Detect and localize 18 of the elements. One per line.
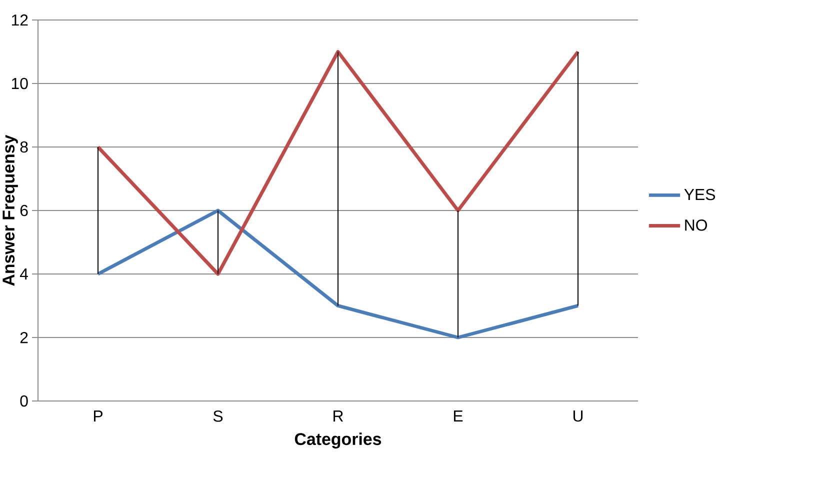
x-tick-label: P xyxy=(94,410,102,422)
x-axis-title: Categories xyxy=(294,432,382,449)
x-tick-label: R xyxy=(334,410,344,422)
y-axis-title: Answer Frequensy xyxy=(2,134,18,286)
legend-label: YES xyxy=(684,188,716,200)
x-tick-label: U xyxy=(573,410,583,422)
legend-label: NO xyxy=(685,219,707,231)
y-tick-label: 8 xyxy=(20,141,28,153)
y-tick-label: 12 xyxy=(12,14,28,26)
x-tick-label: E xyxy=(454,410,463,422)
x-tick-label: S xyxy=(213,410,223,422)
y-tick-label: 0 xyxy=(20,395,28,407)
line-series xyxy=(96,208,580,340)
y-tick-label: 2 xyxy=(20,332,28,344)
y-tick-label: 6 xyxy=(20,204,28,216)
line-series xyxy=(96,50,580,276)
y-tick-label: 10 xyxy=(12,78,28,90)
y-tick-label: 4 xyxy=(20,268,28,280)
